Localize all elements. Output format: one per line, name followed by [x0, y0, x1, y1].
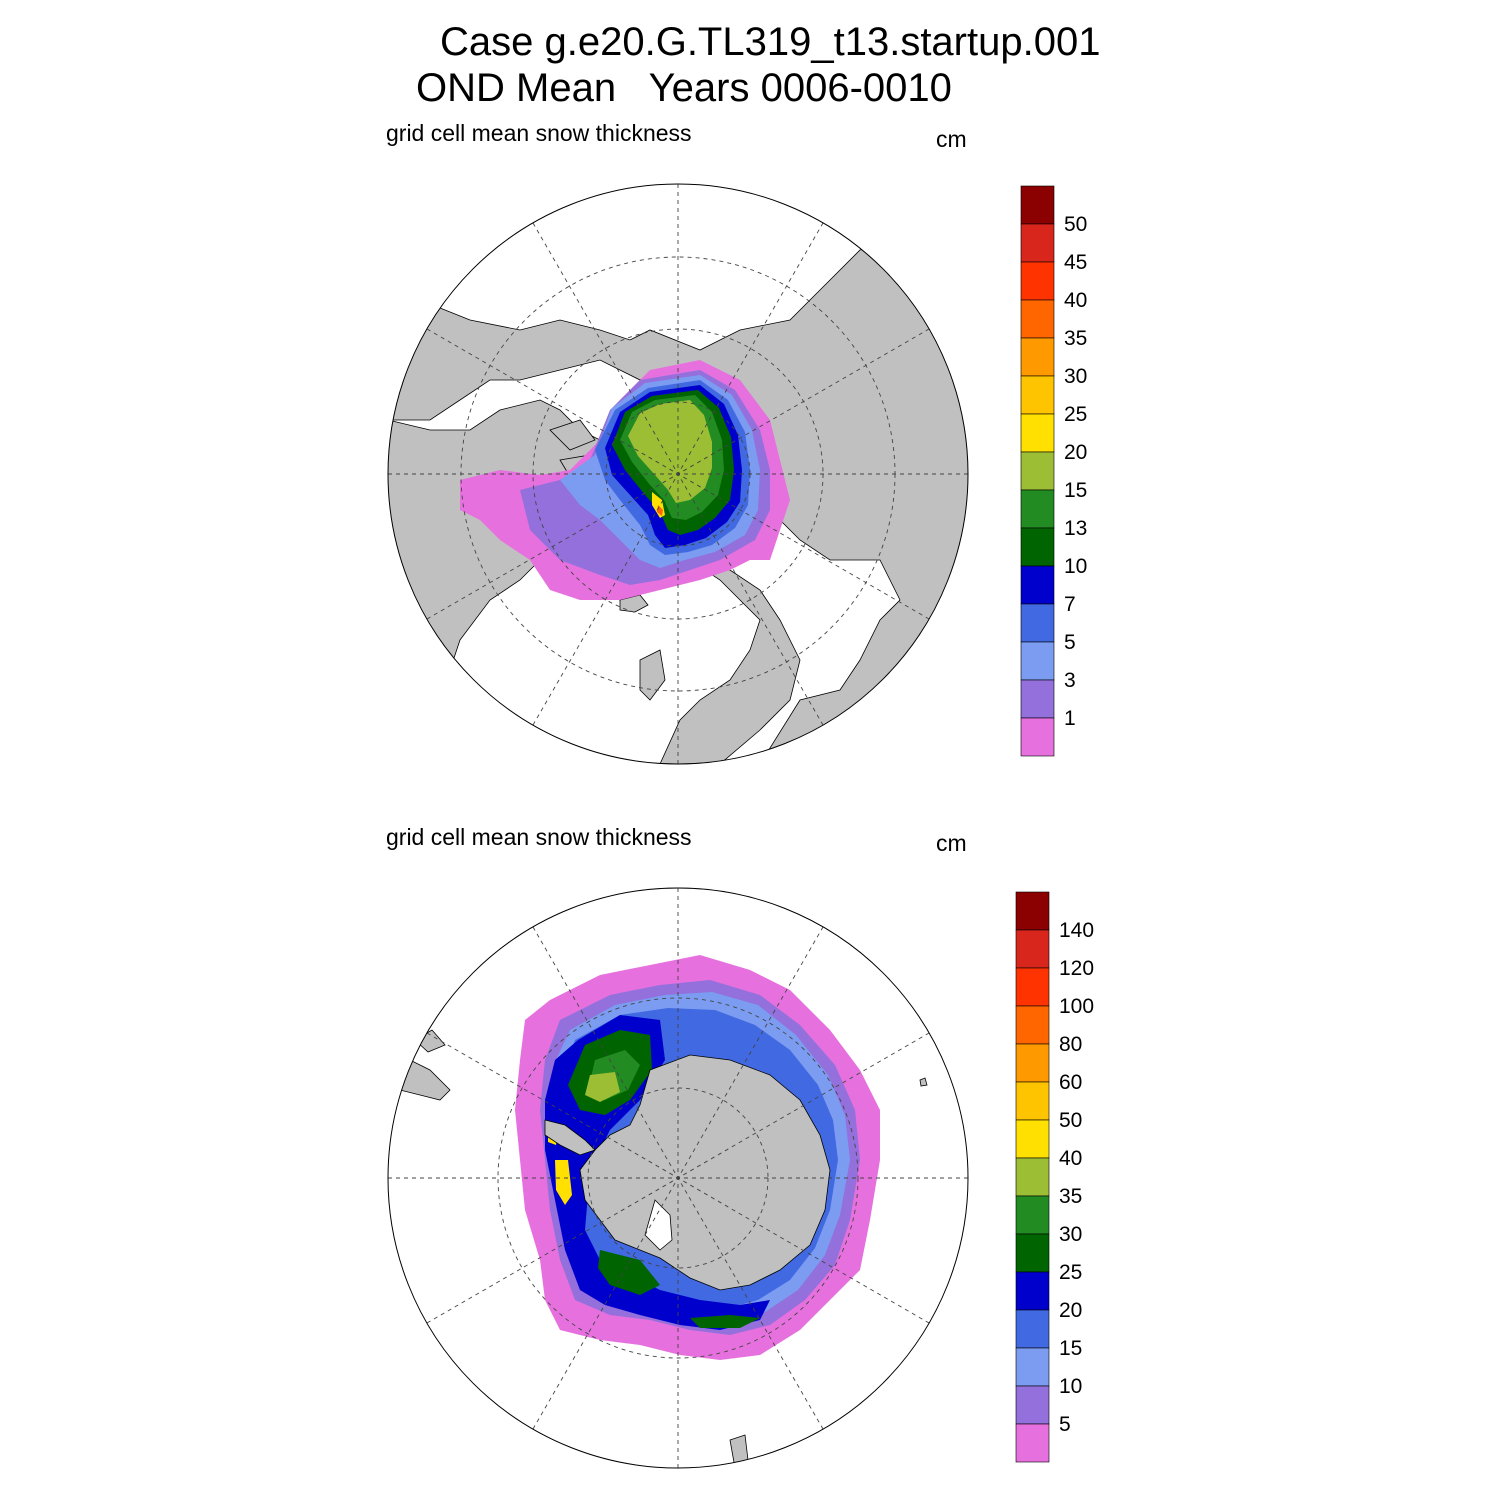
south-colorbar-box — [1015, 1195, 1050, 1235]
figure-title-line-2: OND Mean Years 0006-0010 — [416, 66, 952, 110]
south-colorbar-tick-label: 50 — [1059, 1109, 1082, 1132]
north-colorbar-box — [1020, 679, 1055, 719]
south-colorbar-tick-label: 80 — [1059, 1033, 1082, 1056]
south-colorbar-box — [1015, 1233, 1050, 1273]
north-colorbar-box — [1020, 489, 1055, 529]
south-colorbar-tick-label: 5 — [1059, 1413, 1071, 1436]
north-polar-map — [387, 183, 969, 765]
north-colorbar-tick-label: 3 — [1064, 669, 1076, 692]
south-graticule — [388, 888, 968, 1468]
north-colorbar-box — [1020, 185, 1055, 225]
antarctica — [579, 1054, 831, 1291]
south-snow-band-30-b — [598, 1250, 660, 1295]
north-colorbar-box — [1020, 413, 1055, 453]
north-colorbar-box — [1020, 641, 1055, 681]
north-colorbar-tick-label: 35 — [1064, 327, 1087, 350]
north-colorbar-tick-label: 5 — [1064, 631, 1076, 654]
south-colorbar-box — [1015, 1423, 1050, 1463]
south-map-border — [387, 887, 969, 1469]
north-colorbar-box — [1020, 337, 1055, 377]
north-colorbar-tick-label: 30 — [1064, 365, 1087, 388]
south-colorbar-box — [1015, 1385, 1050, 1425]
south-colorbar-tick-label: 15 — [1059, 1337, 1082, 1360]
south-colorbar-box — [1015, 929, 1050, 969]
north-colorbar: 50 45 40 35 30 25 20 15 13 10 7 5 3 1 — [1020, 185, 1087, 757]
south-polar-map — [387, 887, 969, 1469]
ross-ice-shelf-gap — [644, 1199, 673, 1251]
north-colorbar-tick-label: 20 — [1064, 441, 1087, 464]
south-colorbar-box — [1015, 1157, 1050, 1197]
south-snow-band-50 — [555, 1160, 572, 1205]
south-colorbar-tick-label: 140 — [1059, 919, 1094, 942]
south-colorbar-tick-label: 25 — [1059, 1261, 1082, 1284]
south-colorbar-box — [1015, 1005, 1050, 1045]
sh-small-island — [919, 1077, 928, 1087]
north-colorbar-tick-label: 7 — [1064, 593, 1076, 616]
north-colorbar-box — [1020, 527, 1055, 567]
south-colorbar-tick-label: 60 — [1059, 1071, 1082, 1094]
north-colorbar-box — [1020, 261, 1055, 301]
south-panel-label: grid cell mean snow thickness — [386, 824, 692, 850]
north-colorbar-tick-label: 1 — [1064, 707, 1076, 730]
south-colorbar-tick-label: 10 — [1059, 1375, 1082, 1398]
north-colorbar-box — [1020, 717, 1055, 757]
south-colorbar-box — [1015, 967, 1050, 1007]
figure-title-line-1: Case g.e20.G.TL319_t13.startup.001 — [440, 20, 1101, 64]
north-map-border — [387, 183, 969, 765]
south-panel-units: cm — [936, 830, 967, 856]
south-colorbar-box — [1015, 1119, 1050, 1159]
north-colorbar-box — [1020, 299, 1055, 339]
north-colorbar-tick-label: 45 — [1064, 251, 1087, 274]
south-snow-band-40 — [585, 1072, 620, 1102]
north-colorbar-box — [1020, 223, 1055, 263]
south-colorbar-tick-label: 20 — [1059, 1299, 1082, 1322]
north-snow-band-20 — [628, 400, 712, 503]
north-colorbar-tick-label: 15 — [1064, 479, 1087, 502]
south-colorbar-box — [1015, 1081, 1050, 1121]
north-colorbar-box — [1020, 603, 1055, 643]
north-colorbar-tick-label: 40 — [1064, 289, 1087, 312]
south-colorbar-tick-label: 100 — [1059, 995, 1094, 1018]
north-colorbar-box — [1020, 565, 1055, 605]
south-colorbar: 140 120 100 80 60 50 40 35 30 25 20 15 10 5 — [1015, 891, 1094, 1463]
south-colorbar-tick-label: 35 — [1059, 1185, 1082, 1208]
south-colorbar-tick-label: 30 — [1059, 1223, 1082, 1246]
north-colorbar-box — [1020, 375, 1055, 415]
north-panel-units: cm — [936, 126, 967, 152]
north-graticule — [388, 184, 968, 764]
north-colorbar-tick-label: 25 — [1064, 403, 1087, 426]
north-panel-label: grid cell mean snow thickness — [386, 120, 692, 146]
south-colorbar-box — [1015, 1271, 1050, 1311]
north-colorbar-tick-label: 50 — [1064, 213, 1087, 236]
south-colorbar-box — [1015, 1043, 1050, 1083]
south-colorbar-box — [1015, 891, 1050, 931]
south-colorbar-tick-label: 40 — [1059, 1147, 1082, 1170]
south-colorbar-tick-label: 120 — [1059, 957, 1094, 980]
north-colorbar-tick-label: 13 — [1064, 517, 1087, 540]
south-snow-band-30-c — [690, 1315, 760, 1328]
north-colorbar-box — [1020, 451, 1055, 491]
north-colorbar-tick-label: 10 — [1064, 555, 1087, 578]
south-colorbar-box — [1015, 1347, 1050, 1387]
south-colorbar-box — [1015, 1309, 1050, 1349]
antarctic-peninsula — [544, 1119, 596, 1156]
